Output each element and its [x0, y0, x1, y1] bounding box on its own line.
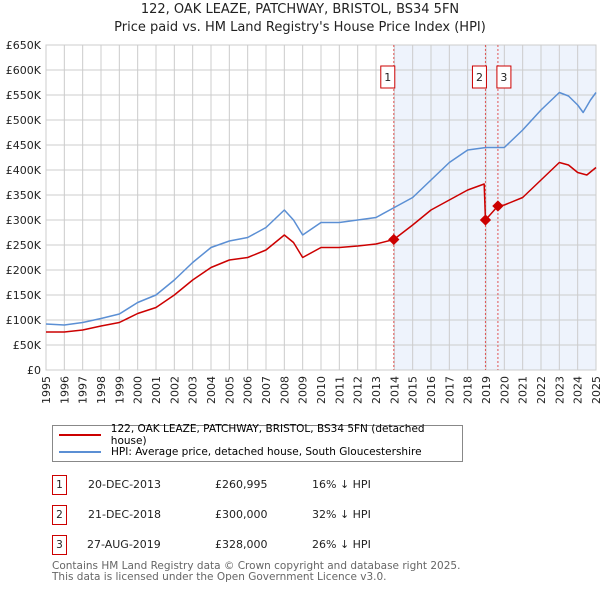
y-tick-label: £400K	[6, 164, 42, 177]
x-tick-label: 2000	[132, 376, 145, 404]
sale-hpi-diff: 26% ↓ HPI	[312, 538, 371, 551]
x-tick-label: 2001	[150, 376, 163, 404]
x-tick-label: 2016	[425, 376, 438, 404]
sale-point	[492, 200, 504, 212]
x-tick-label: 1996	[58, 376, 71, 404]
legend-swatch-red	[59, 434, 101, 436]
sale-marker-box: 3	[52, 535, 67, 555]
sale-date: 20-DEC-2013	[88, 478, 162, 491]
property-price-line	[46, 161, 597, 333]
legend-item-hpi: HPI: Average price, detached house, Sout…	[59, 444, 422, 460]
sale-price: £328,000	[215, 538, 268, 551]
legend-label: 122, OAK LEAZE, PATCHWAY, BRISTOL, BS34 …	[110, 423, 425, 447]
y-tick-label: £100K	[6, 314, 42, 327]
sale-marker-box	[496, 65, 512, 89]
x-tick-label: 2020	[498, 376, 511, 404]
sale-marker-label: 1	[384, 71, 391, 84]
x-tick-label: 2025	[590, 376, 600, 404]
y-tick-label: £350K	[6, 189, 42, 202]
legend-item-property: 122, OAK LEAZE, PATCHWAY, BRISTOL, BS34 …	[59, 423, 462, 447]
sale-point	[479, 214, 492, 226]
legend-label: HPI: Average price, detached house, Sout…	[111, 446, 422, 458]
x-tick-label: 2008	[278, 376, 291, 404]
legend: 122, OAK LEAZE, PATCHWAY, BRISTOL, BS34 …	[52, 423, 463, 462]
x-tick-label: 2023	[553, 376, 566, 404]
y-tick-label: £550K	[6, 89, 42, 102]
x-tick-label: 2009	[297, 376, 310, 404]
chart-title: 122, OAK LEAZE, PATCHWAY, BRISTOL, BS34 …	[140, 2, 460, 17]
sale-marker-label: 3	[500, 71, 507, 84]
footer: Contains HM Land Registry data © Crown c…	[52, 561, 460, 583]
sale-marker-box: 2	[52, 505, 67, 525]
x-tick-label: 2024	[572, 376, 585, 404]
x-tick-label: 2010	[315, 376, 328, 404]
y-tick-label: £500K	[6, 114, 42, 127]
sale-date: 27-AUG-2019	[87, 538, 161, 551]
x-tick-label: 1995	[40, 376, 53, 404]
x-tick-label: 1997	[77, 376, 90, 404]
x-tick-label: 1999	[113, 376, 126, 404]
y-tick-label: £150K	[6, 289, 42, 302]
sale-price: £260,995	[215, 478, 268, 491]
y-tick-label: £450K	[6, 139, 42, 152]
sale-point	[388, 233, 400, 246]
plot-border	[45, 44, 597, 371]
x-tick-label: 2006	[242, 376, 255, 404]
sale-marker-box	[380, 65, 396, 89]
chart-subtitle: Price paid vs. HM Land Registry's House …	[114, 20, 486, 35]
x-tick-label: 2018	[462, 376, 475, 404]
y-tick-label: £650K	[6, 39, 42, 52]
sale-marker-label: 2	[476, 71, 483, 84]
x-tick-label: 2014	[388, 376, 401, 404]
footer-line: This data is licensed under the Open Gov…	[52, 571, 387, 583]
plot-area: 1995 1996 1997 1998 1999 2000 2001 2002 2003 2004…	[6, 39, 600, 404]
y-tick-label: £200K	[6, 264, 42, 277]
sale-hpi-diff: 32% ↓ HPI	[312, 508, 371, 521]
x-tick-label: 2004	[205, 376, 218, 404]
sale-marker-box: 1	[52, 475, 67, 495]
x-tick-label: 2003	[187, 376, 200, 404]
sale-date: 21-DEC-2018	[88, 508, 162, 521]
x-tick-label: 2021	[517, 376, 530, 404]
x-tick-label: 2012	[352, 376, 365, 404]
y-tick-label: £50K	[13, 339, 42, 352]
x-tick-label: 2007	[260, 376, 273, 404]
x-tick-label: 2017	[443, 376, 456, 404]
sale-price: £300,000	[215, 508, 268, 521]
sale-marker-box	[471, 65, 487, 89]
x-tick-label: 2019	[480, 376, 493, 404]
y-tick-label: £600K	[6, 64, 42, 77]
y-tick-label: £250K	[6, 239, 42, 252]
footer-line: Contains HM Land Registry data © Crown c…	[52, 560, 461, 572]
x-tick-label: 2013	[370, 376, 383, 404]
x-tick-label: 2002	[168, 376, 181, 404]
x-tick-label: 2015	[407, 376, 420, 404]
legend-swatch-blue	[59, 451, 101, 453]
hpi-line	[45, 91, 597, 326]
y-tick-label: £300K	[6, 214, 42, 227]
x-tick-label: 2011	[333, 376, 346, 404]
y-tick-label: £0	[27, 364, 41, 377]
x-tick-label: 1998	[95, 376, 108, 404]
sale-hpi-diff: 16% ↓ HPI	[312, 478, 371, 491]
x-tick-label: 2022	[535, 376, 548, 404]
x-tick-label: 2005	[223, 376, 236, 404]
